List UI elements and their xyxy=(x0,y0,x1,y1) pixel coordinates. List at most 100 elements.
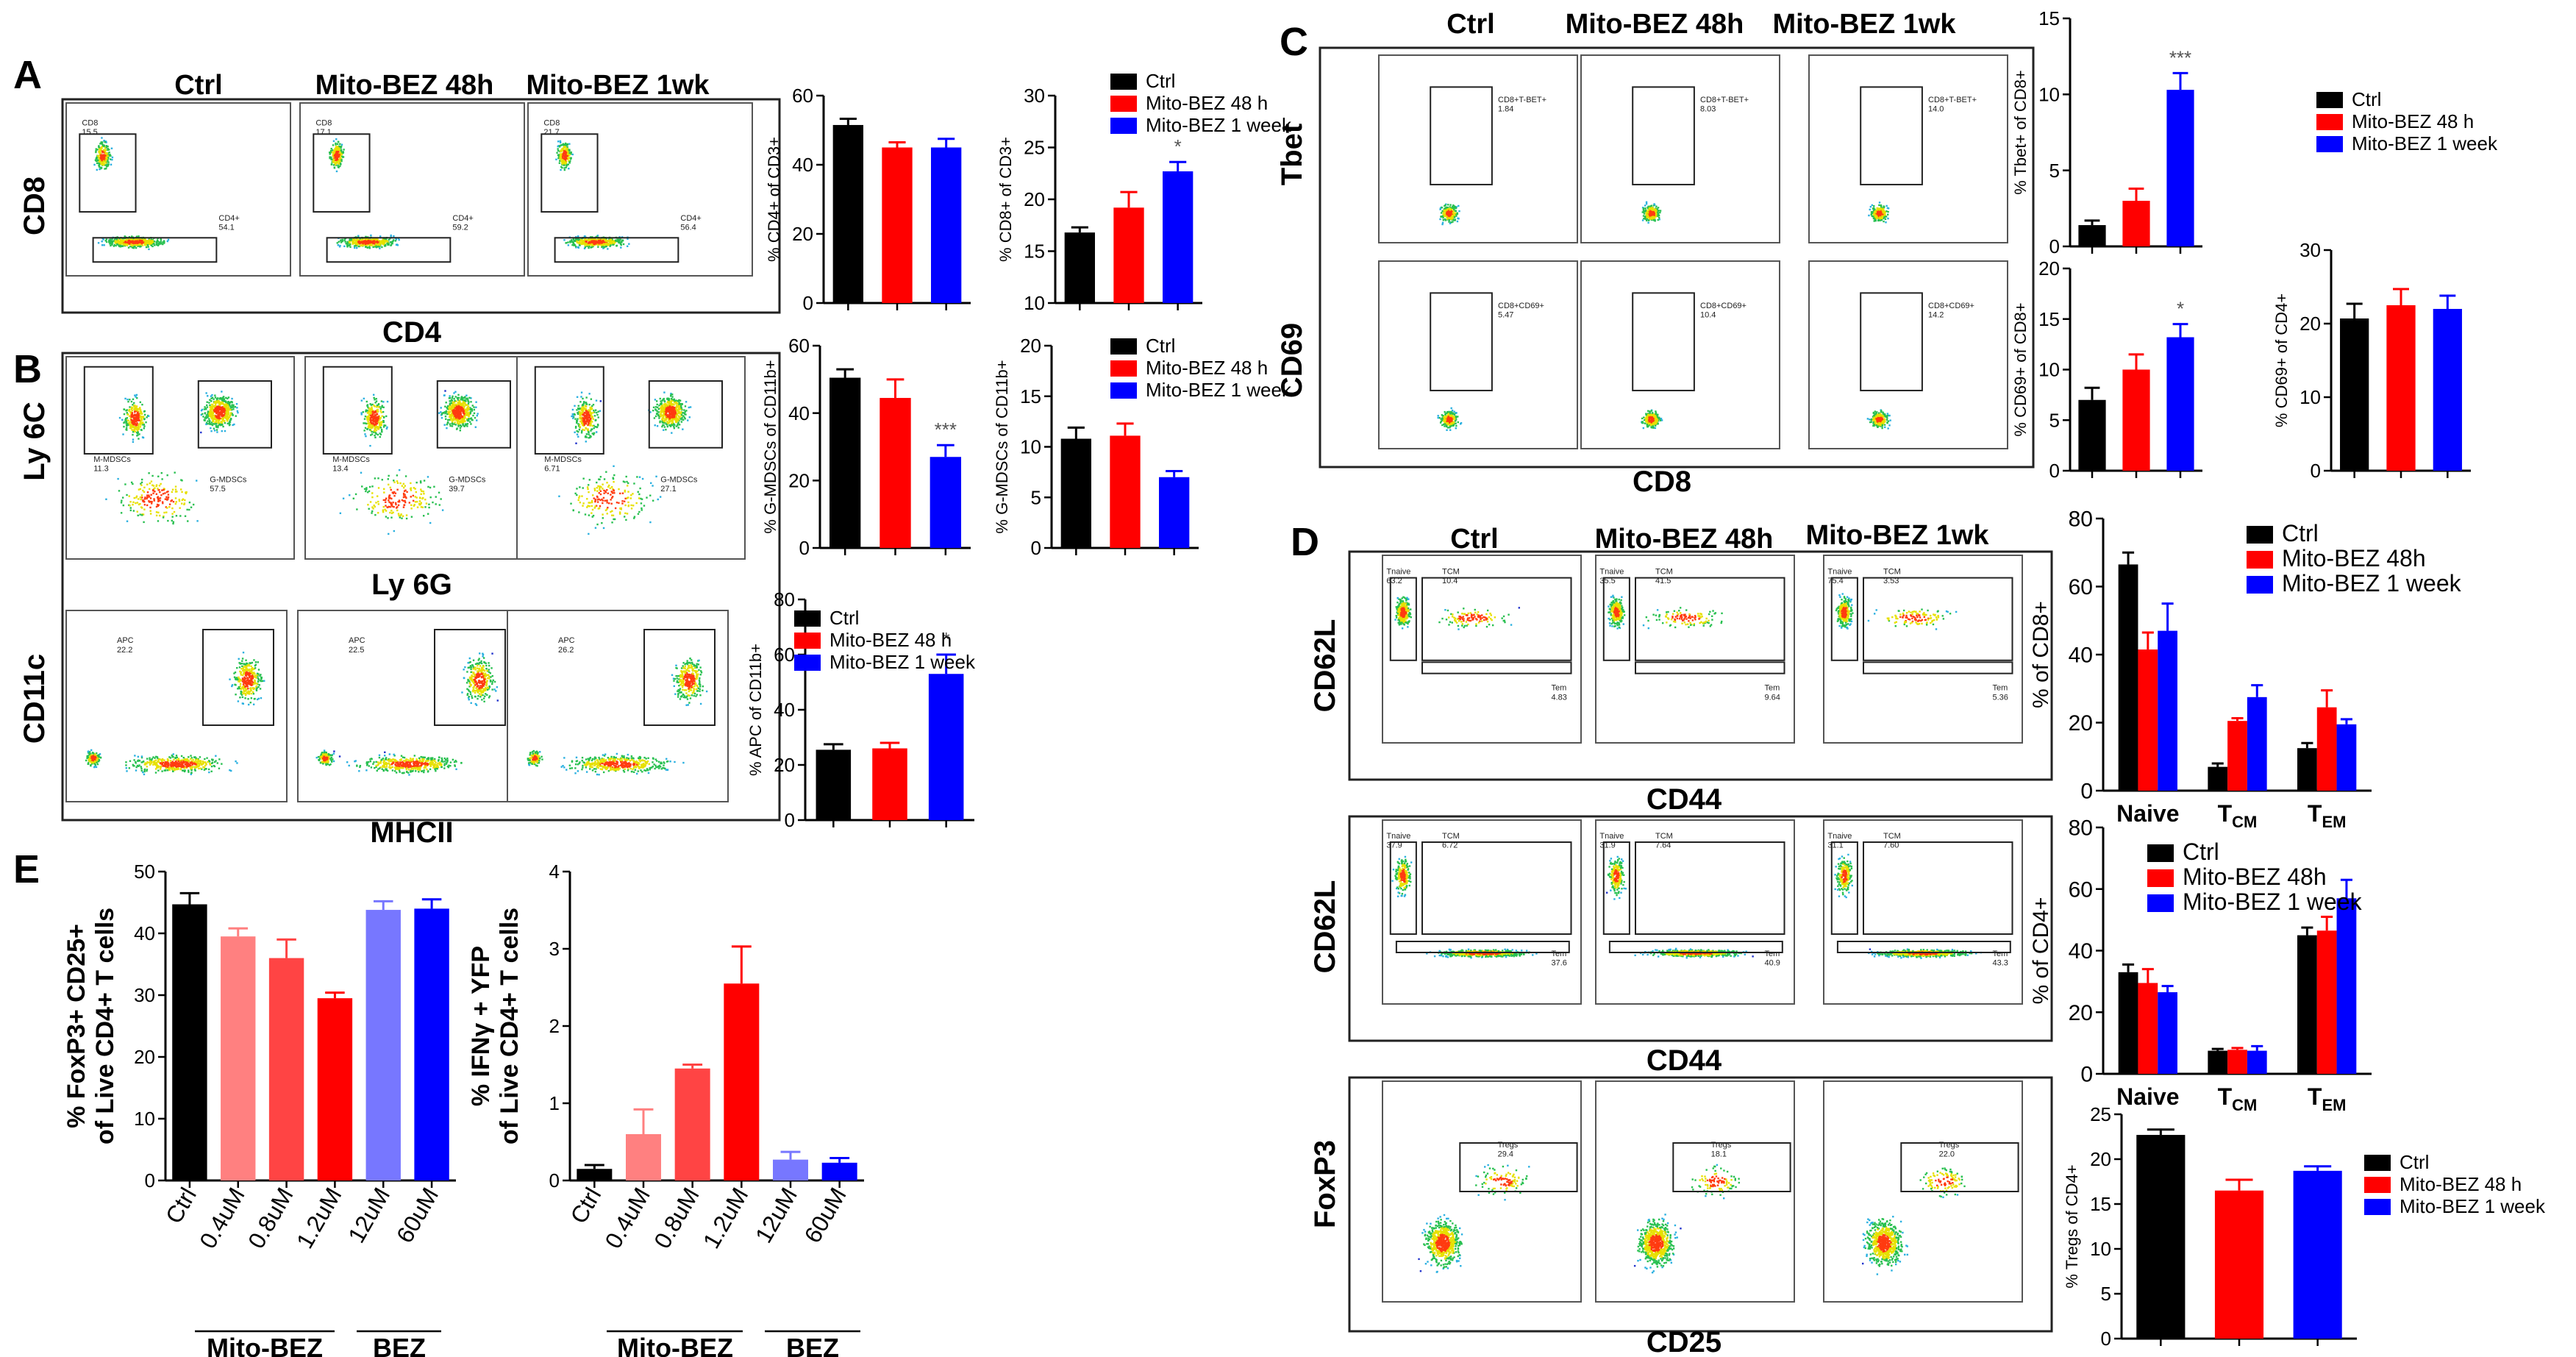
event-dot xyxy=(334,167,335,168)
event-dot xyxy=(471,417,472,419)
event-dot xyxy=(214,394,215,396)
event-dot xyxy=(602,483,603,485)
event-dot xyxy=(398,239,399,241)
event-dot xyxy=(607,486,609,488)
event-dot xyxy=(338,244,339,246)
event-dot xyxy=(422,507,424,508)
event-dot xyxy=(146,496,148,498)
event-dot xyxy=(410,507,412,509)
event-dot xyxy=(562,157,563,158)
event-dot xyxy=(93,164,95,165)
event-dot xyxy=(362,244,363,246)
event-dot xyxy=(572,154,574,155)
event-dot xyxy=(679,411,680,413)
event-dot xyxy=(410,496,412,497)
event-dot xyxy=(356,239,357,241)
event-dot xyxy=(144,410,146,412)
event-dot xyxy=(588,484,589,485)
event-dot xyxy=(652,410,654,411)
event-dot xyxy=(332,152,333,153)
event-dot xyxy=(579,407,580,409)
event-dot xyxy=(228,396,229,398)
event-dot xyxy=(132,404,133,405)
event-dot xyxy=(235,415,237,416)
event-dot xyxy=(451,408,452,410)
event-dot xyxy=(468,414,470,416)
event-dot xyxy=(110,239,111,241)
event-dot xyxy=(226,405,227,407)
header-ctrl: Ctrl xyxy=(1446,9,1494,40)
event-dot xyxy=(416,501,418,502)
event-dot xyxy=(588,417,589,419)
event-dot xyxy=(435,503,436,505)
event-dot xyxy=(585,441,587,442)
event-dot xyxy=(680,407,682,408)
event-dot xyxy=(156,485,157,487)
event-dot xyxy=(372,426,374,427)
event-dot xyxy=(127,242,129,243)
event-dot xyxy=(157,504,158,505)
event-dot xyxy=(560,142,561,143)
event-dot xyxy=(215,396,216,398)
event-dot xyxy=(130,424,132,425)
event-dot xyxy=(137,415,138,416)
event-dot xyxy=(154,499,155,501)
event-dot xyxy=(587,488,588,490)
event-dot xyxy=(564,158,565,160)
event-dot xyxy=(623,243,624,245)
event-dot xyxy=(685,405,686,407)
event-dot xyxy=(229,421,230,422)
event-dot xyxy=(132,421,133,422)
event-dot xyxy=(206,405,207,406)
event-dot xyxy=(382,411,384,413)
event-dot xyxy=(599,239,601,241)
flow-d1-ylabel: CD62L xyxy=(1309,619,1341,713)
event-dot xyxy=(677,427,679,428)
event-dot xyxy=(378,403,379,405)
event-dot xyxy=(627,246,628,247)
event-dot xyxy=(432,502,433,503)
event-dot xyxy=(380,427,382,428)
event-dot xyxy=(124,398,126,399)
event-dot xyxy=(660,416,661,417)
event-dot xyxy=(147,246,149,247)
event-dot xyxy=(608,502,610,504)
event-dot xyxy=(451,418,452,419)
event-dot xyxy=(126,409,128,410)
event-dot xyxy=(151,245,152,246)
event-dot xyxy=(200,432,201,433)
event-dot xyxy=(565,153,566,154)
event-dot xyxy=(452,410,454,411)
event-dot xyxy=(221,391,222,392)
event-dot xyxy=(371,422,372,424)
event-dot xyxy=(618,502,619,504)
event-dot xyxy=(463,416,465,417)
event-dot xyxy=(452,425,453,427)
event-dot xyxy=(142,490,143,491)
event-dot xyxy=(331,163,332,165)
event-dot xyxy=(332,161,334,163)
event-dot xyxy=(557,157,559,159)
event-dot xyxy=(663,416,664,418)
event-dot xyxy=(410,488,411,489)
event-dot xyxy=(110,245,111,246)
event-dot xyxy=(365,243,366,245)
event-dot xyxy=(185,491,187,493)
event-dot xyxy=(429,522,431,524)
event-dot xyxy=(373,397,374,399)
event-dot xyxy=(124,409,125,410)
event-dot xyxy=(383,416,385,418)
event-dot xyxy=(140,402,141,403)
event-dot xyxy=(598,416,599,418)
event-dot xyxy=(676,407,677,408)
event-dot xyxy=(374,399,375,400)
event-dot xyxy=(389,512,390,513)
event-dot xyxy=(610,511,611,513)
event-dot xyxy=(377,421,378,422)
event-dot xyxy=(592,494,593,496)
event-dot xyxy=(374,245,375,246)
event-dot xyxy=(226,420,228,421)
event-dot xyxy=(221,398,222,399)
event-dot xyxy=(140,499,141,500)
event-dot xyxy=(132,426,134,427)
